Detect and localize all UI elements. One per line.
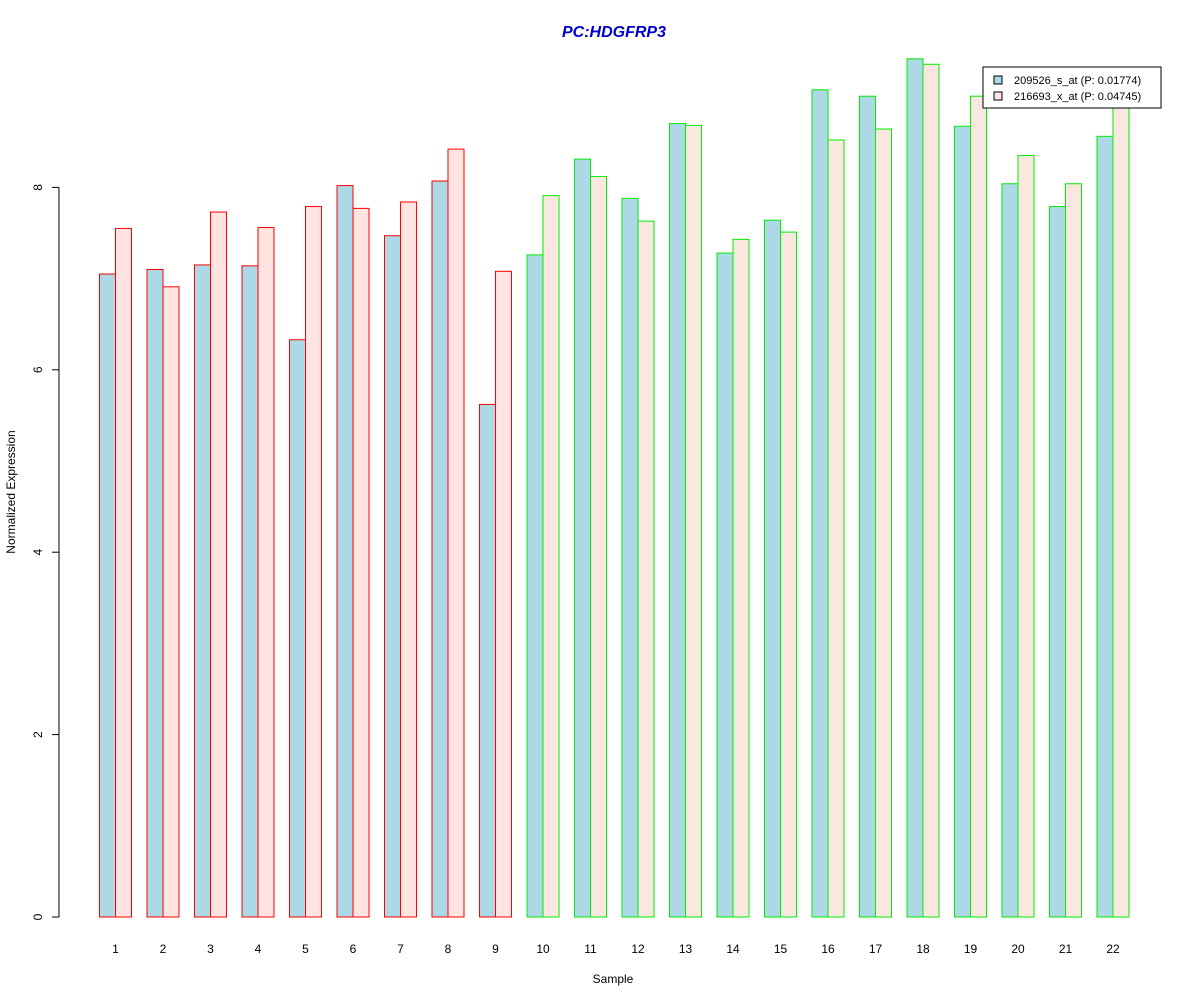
x-tick-label: 13: [679, 942, 693, 956]
bar-series-2: [495, 270, 512, 918]
x-tick-label: 10: [536, 942, 550, 956]
bar-series-1: [669, 123, 686, 918]
bar-series-1: [1096, 135, 1114, 918]
x-axis-label: Sample: [593, 972, 634, 986]
y-tick-label: 2: [31, 731, 45, 738]
bar-series-1: [764, 219, 781, 918]
bar-series-2: [685, 124, 702, 918]
x-tick-label: 11: [584, 942, 597, 956]
x-tick-label: 7: [397, 942, 404, 956]
bar-series-1: [906, 58, 924, 918]
bar-series-2: [400, 201, 417, 918]
x-tick-label: 14: [726, 942, 740, 956]
x-tick-label: 9: [492, 942, 499, 956]
y-tick-label: 6: [31, 366, 45, 373]
bar-series-2: [162, 286, 180, 918]
bar-series-2: [780, 231, 797, 918]
x-tick-label: 21: [1059, 942, 1073, 956]
bar-series-1: [621, 197, 639, 918]
bar-series-group: [99, 58, 1130, 918]
y-axis: 0 2 4 6 8: [31, 184, 60, 920]
x-tick-label: 19: [964, 942, 978, 956]
bar-series-1: [526, 254, 544, 918]
bar-series-1: [811, 89, 829, 918]
bar-series-2: [1112, 102, 1130, 918]
x-tick-label: 20: [1011, 942, 1025, 956]
bar-series-1: [289, 339, 306, 918]
bar-series-1: [954, 125, 971, 918]
x-tick-label: 16: [821, 942, 835, 956]
bar-series-1: [384, 235, 401, 918]
bar-series-2: [827, 139, 845, 918]
bar-series-2: [1065, 183, 1082, 918]
legend-box: [982, 66, 1162, 109]
legend: 209526_s_at (P: 0.01774) 216693_x_at (P: …: [982, 66, 1162, 109]
bar-series-1: [431, 180, 449, 918]
x-tick-label: 8: [445, 942, 452, 956]
bar-series-1: [716, 252, 734, 918]
y-tick-label: 8: [31, 184, 45, 191]
bar-series-2: [590, 175, 607, 918]
bar-series-1: [574, 158, 591, 918]
bar-series-2: [305, 206, 322, 918]
x-tick-label: 22: [1106, 942, 1120, 956]
x-tick-label: 5: [302, 942, 309, 956]
bar-series-2: [1017, 154, 1035, 918]
bar-series-1: [1001, 183, 1019, 918]
bar-series-2: [922, 63, 940, 918]
y-axis-label: Normalized Expression: [4, 430, 18, 553]
bar-series-2: [210, 211, 227, 918]
bar-series-1: [336, 185, 354, 918]
bar-series-2: [352, 207, 370, 918]
legend-swatch: [993, 75, 1003, 85]
bar-series-1: [194, 264, 211, 918]
x-tick-label: 12: [631, 942, 645, 956]
x-tick-label: 17: [869, 942, 883, 956]
x-tick-label: 4: [255, 942, 262, 956]
bar-series-2: [637, 220, 655, 918]
x-axis-tick-labels: 1 2 3 4 5 6 7 8 9 10 11 12 13 14 15 16 17 18 19 20 21 22: [112, 942, 1120, 956]
legend-label: 209526_s_at (P: 0.01774): [1014, 75, 1141, 87]
x-tick-label: 2: [160, 942, 167, 956]
x-tick-label: 6: [350, 942, 357, 956]
chart-title: PC:HDGFRP3: [562, 24, 666, 41]
bar-series-2: [732, 238, 750, 918]
x-tick-label: 15: [774, 942, 788, 956]
bar-series-2: [115, 227, 132, 918]
bar-series-1: [241, 265, 259, 918]
bar-series-2: [447, 148, 465, 918]
x-tick-label: 18: [916, 942, 930, 956]
bar-series-1: [1049, 206, 1066, 918]
bar-series-1: [859, 95, 876, 918]
y-tick-label: 0: [31, 913, 45, 920]
bar-series-1: [146, 268, 164, 918]
bar-series-1: [479, 403, 496, 918]
legend-swatch: [993, 91, 1003, 101]
legend-label: 216693_x_at (P: 0.04745): [1014, 91, 1141, 103]
bar-series-2: [875, 128, 892, 918]
bar-series-1: [99, 273, 116, 918]
x-tick-label: 1: [112, 942, 119, 956]
bar-series-2: [970, 95, 987, 918]
bar-series-2: [542, 195, 560, 918]
bar-series-2: [257, 227, 275, 918]
x-tick-label: 3: [207, 942, 214, 956]
y-tick-label: 4: [31, 549, 45, 556]
